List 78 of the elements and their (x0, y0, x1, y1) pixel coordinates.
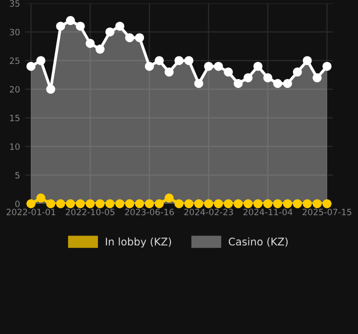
point (204, 199, 214, 208)
point (283, 79, 292, 88)
point (184, 199, 194, 208)
x-tick-label: 2025-07-15 (302, 208, 352, 216)
x-tick-label: 2024-02-23 (184, 208, 233, 216)
x-tick-label: 2022-10-05 (66, 208, 114, 216)
point (56, 199, 66, 208)
point (273, 199, 282, 208)
point (96, 199, 105, 208)
point (283, 199, 292, 208)
y-tick-label: 20 (10, 86, 20, 93)
point (86, 199, 95, 208)
point (164, 68, 174, 77)
point (46, 199, 56, 208)
point (135, 199, 144, 208)
point (224, 68, 233, 77)
y-tick-label: 30 (10, 28, 20, 36)
point (36, 56, 46, 66)
point (322, 62, 332, 71)
point (66, 199, 75, 208)
point (322, 199, 332, 208)
x-tick-label: 2022-01-01 (6, 208, 56, 216)
point (144, 199, 154, 208)
point (194, 79, 204, 88)
point (253, 62, 262, 71)
point (76, 22, 85, 31)
point (154, 56, 164, 66)
point (263, 199, 272, 208)
point (76, 199, 85, 208)
point (263, 73, 272, 82)
point (46, 84, 56, 94)
point (253, 199, 262, 208)
x-tick-label: 2024-11-04 (243, 208, 292, 216)
y-tick-label: 15 (10, 114, 20, 122)
point (234, 79, 243, 88)
point (273, 79, 282, 88)
point (204, 62, 214, 71)
point (194, 199, 204, 208)
point (144, 62, 154, 71)
y-tick-label: 35 (10, 0, 20, 7)
point (312, 199, 322, 208)
point (164, 194, 174, 203)
point (105, 27, 114, 36)
point (125, 33, 134, 42)
point (174, 199, 184, 208)
point (36, 194, 46, 203)
point (302, 56, 312, 66)
point (56, 22, 66, 31)
point (154, 199, 164, 208)
point (302, 199, 312, 208)
point (292, 199, 302, 208)
point (214, 62, 223, 71)
legend-label: Casino (KZ) (228, 237, 288, 247)
point (135, 33, 144, 42)
point (292, 68, 302, 77)
point (224, 199, 233, 208)
point (125, 199, 134, 208)
point (244, 73, 253, 82)
point (105, 199, 114, 208)
point (66, 16, 75, 26)
y-tick-label: 10 (10, 143, 20, 150)
point (115, 199, 124, 208)
point (115, 22, 124, 31)
y-tick-label: 5 (15, 172, 20, 179)
point (184, 56, 194, 66)
y-tick-label: 25 (10, 57, 20, 64)
point (174, 56, 184, 66)
point (312, 73, 322, 82)
point (244, 199, 253, 208)
point (234, 199, 243, 208)
point (96, 44, 105, 54)
y-tick-label: 0 (15, 200, 20, 208)
legend-label: In lobby (KZ) (106, 237, 172, 248)
point (214, 199, 223, 208)
point (86, 38, 95, 48)
point (26, 199, 36, 208)
x-tick-label: 2023-06-16 (125, 208, 174, 216)
point (26, 62, 36, 71)
